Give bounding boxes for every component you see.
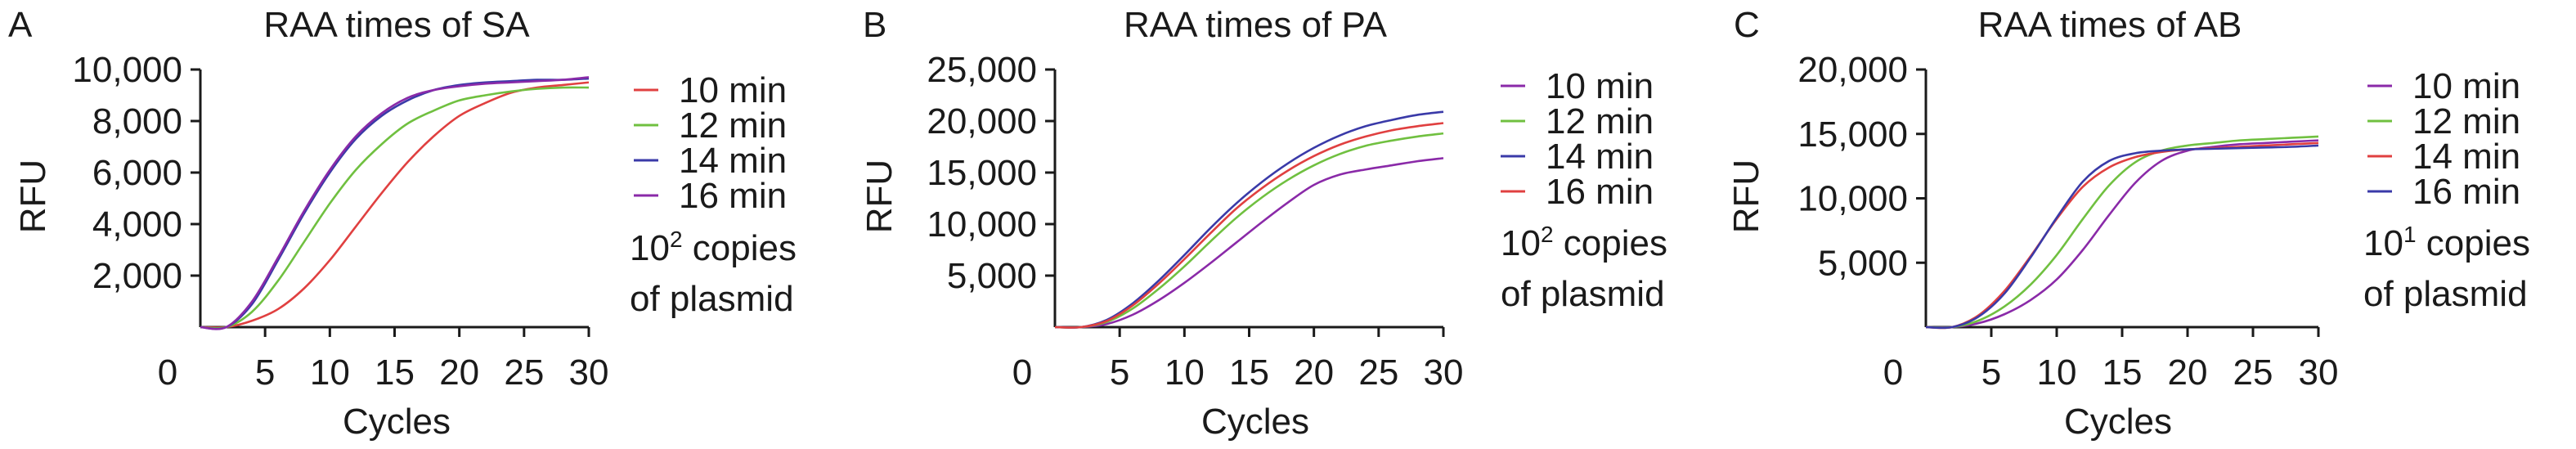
x-tick-label: 20 xyxy=(1294,352,1334,393)
y-tick-label: 4,000 xyxy=(92,204,182,245)
legend-label-14-min: 14 min xyxy=(1546,137,1654,177)
y-tick-label: 5,000 xyxy=(947,256,1037,296)
series-line-10-min xyxy=(1925,139,2319,329)
x-tick-label: 25 xyxy=(504,352,544,393)
legend-label-12-min: 12 min xyxy=(1546,101,1654,141)
annotation-b: 102 copies of plasmid xyxy=(1501,222,1667,314)
x-tick-label: 20 xyxy=(439,352,479,393)
x-tick-label: 5 xyxy=(1110,352,1129,393)
x-tick-label: 5 xyxy=(1981,352,2001,393)
chart-title-c: RAA times of AB xyxy=(1978,5,2242,45)
y-tick-label: 5,000 xyxy=(1818,243,1908,283)
x-tick-label: 0 xyxy=(158,352,177,393)
y-tick-label: 2,000 xyxy=(92,256,182,296)
legend-label-16-min: 16 min xyxy=(2412,172,2520,212)
x-tick-label: 5 xyxy=(255,352,275,393)
x-axis-label-a: Cycles xyxy=(343,402,451,442)
y-tick-label: 15,000 xyxy=(1797,114,1908,155)
plasmid-note: of plasmid xyxy=(630,279,794,319)
annotation-c: 101 copies of plasmid xyxy=(2363,222,2530,314)
series-line-12-min xyxy=(1925,135,2319,329)
copies-word: copies xyxy=(1554,223,1667,263)
copies-note: 102 copies xyxy=(1501,222,1667,263)
y-tick-label: 20,000 xyxy=(927,101,1037,141)
y-axis-label-c: RFU xyxy=(1726,159,1766,233)
legend-label-16-min: 16 min xyxy=(1546,172,1654,212)
x-tick-label: 25 xyxy=(1358,352,1398,393)
series-line-14-min xyxy=(200,77,590,330)
panel-letter-a: A xyxy=(8,5,33,45)
copies-base: 10 xyxy=(2363,223,2403,263)
x-tick-label: 0 xyxy=(1012,352,1032,393)
x-tick-label: 25 xyxy=(2233,352,2273,393)
legend-label-12-min: 12 min xyxy=(2412,101,2520,141)
y-axis-label-b: RFU xyxy=(859,159,900,233)
x-tick-label: 15 xyxy=(375,352,415,393)
x-tick-label: 10 xyxy=(2037,352,2077,393)
x-tick-label: 0 xyxy=(1883,352,1903,393)
y-tick-label: 25,000 xyxy=(927,50,1037,90)
x-tick-label: 20 xyxy=(2168,352,2208,393)
plot-area-c: 5,000 10,000 15,000 20,000 0 5 10 15 20 25 30 xyxy=(1797,50,2338,393)
copies-exponent: 2 xyxy=(1541,222,1554,247)
x-tick-label: 30 xyxy=(1424,352,1464,393)
legend-label-12-min: 12 min xyxy=(679,106,787,146)
y-tick-label: 15,000 xyxy=(927,153,1037,193)
copies-word: copies xyxy=(683,228,797,268)
panel-letter-b: B xyxy=(863,5,886,45)
copies-base: 10 xyxy=(630,228,670,268)
series-line-16-min xyxy=(200,76,590,330)
x-axis-label-c: Cycles xyxy=(2064,402,2172,442)
x-tick-label: 15 xyxy=(2103,352,2143,393)
y-tick-label: 10,000 xyxy=(1797,179,1908,219)
copies-note: 102 copies xyxy=(630,227,797,268)
legend-label-10-min: 10 min xyxy=(2412,66,2520,106)
plasmid-note: of plasmid xyxy=(1501,274,1665,314)
plot-area-a: 2,000 4,000 6,000 8,000 10,000 0 5 10 15 20 25 30 xyxy=(72,50,608,393)
panel-letter-c: C xyxy=(1734,5,1760,45)
legend-label-14-min: 14 min xyxy=(2412,137,2520,177)
x-tick-label: 10 xyxy=(310,352,350,393)
panel-b: B RAA times of PA RFU Cycles 5,000 10,000… xyxy=(859,5,1667,442)
series-line-14-min xyxy=(1925,141,2319,330)
x-tick-label: 15 xyxy=(1229,352,1269,393)
plasmid-note: of plasmid xyxy=(2363,274,2528,314)
copies-base: 10 xyxy=(1501,223,1541,263)
y-tick-label: 10,000 xyxy=(927,204,1037,245)
chart-title-a: RAA times of SA xyxy=(263,5,530,45)
legend-label-10-min: 10 min xyxy=(1546,66,1654,106)
x-tick-label: 30 xyxy=(569,352,609,393)
y-tick-label: 10,000 xyxy=(72,50,182,90)
panel-c: C RAA times of AB RFU Cycles 5,000 10,000… xyxy=(1726,5,2530,442)
copies-exponent: 1 xyxy=(2403,222,2417,247)
x-tick-label: 10 xyxy=(1165,352,1205,393)
y-tick-label: 20,000 xyxy=(1797,50,1908,90)
copies-word: copies xyxy=(2417,223,2530,263)
copies-note: 101 copies xyxy=(2363,222,2530,263)
y-axis-label-a: RFU xyxy=(13,159,53,233)
x-axis-label-b: Cycles xyxy=(1201,402,1309,442)
plot-area-b: 5,000 10,000 15,000 20,000 25,000 0 5 10 15 20 25 3… xyxy=(927,50,1463,393)
annotation-a: 102 copies of plasmid xyxy=(630,227,797,319)
x-tick-label: 30 xyxy=(2299,352,2339,393)
series-line-10-min xyxy=(1054,157,1444,329)
y-tick-label: 6,000 xyxy=(92,153,182,193)
copies-exponent: 2 xyxy=(670,227,683,252)
series-line-12-min xyxy=(200,86,590,330)
y-tick-label: 8,000 xyxy=(92,101,182,141)
legend-label-10-min: 10 min xyxy=(679,70,787,110)
chart-title-b: RAA times of PA xyxy=(1124,5,1388,45)
series-line-12-min xyxy=(1054,132,1444,329)
panel-a: A RAA times of SA RFU Cycles 2,000 4,000 6… xyxy=(8,5,797,442)
series-line-14-min xyxy=(1054,110,1444,329)
series-line-16-min xyxy=(1054,122,1444,329)
legend-label-16-min: 16 min xyxy=(679,176,787,216)
legend-label-14-min: 14 min xyxy=(679,141,787,181)
series-line-16-min xyxy=(1925,144,2319,330)
